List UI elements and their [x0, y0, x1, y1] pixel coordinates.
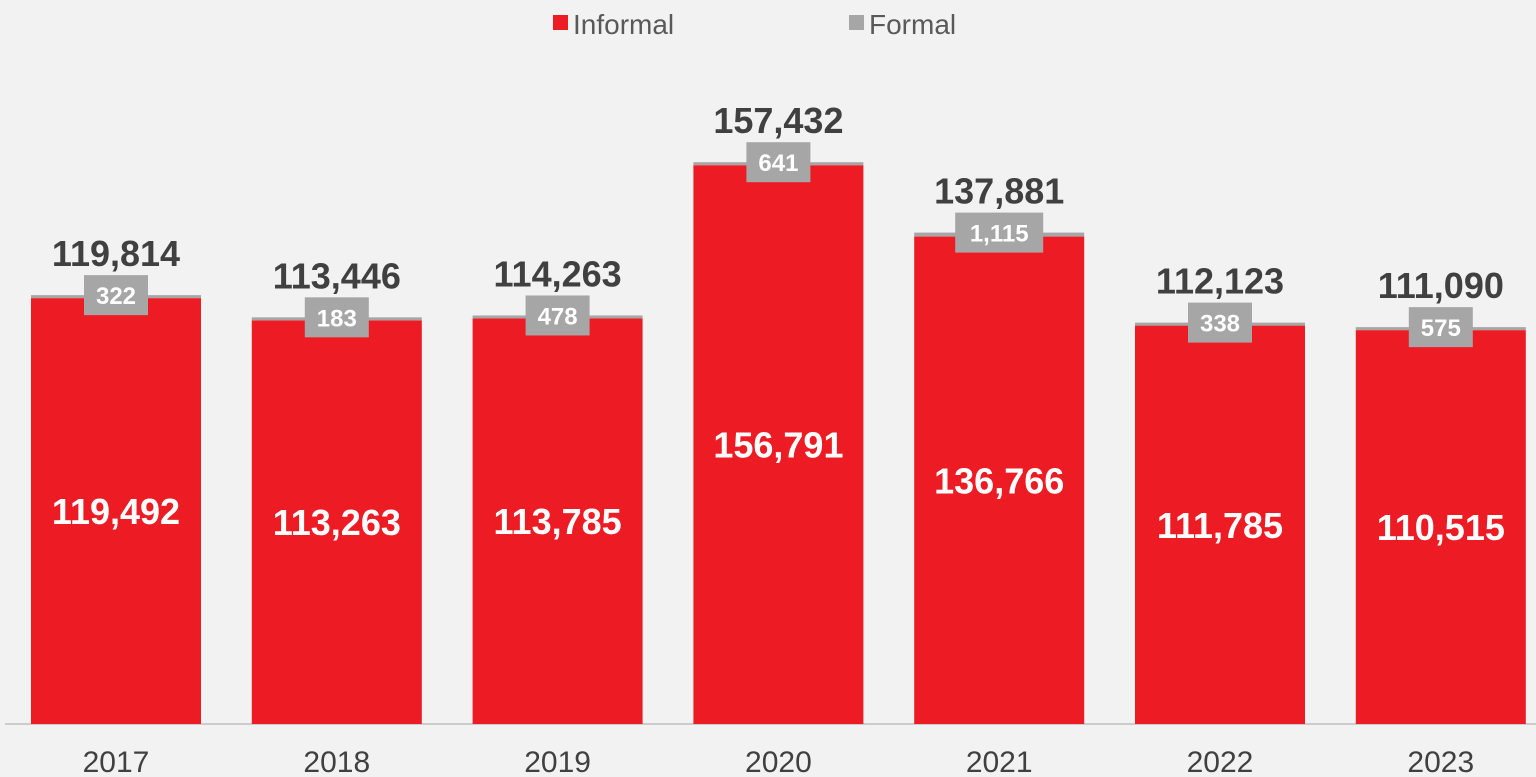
x-tick-2022: 2022: [1187, 746, 1254, 777]
bar-informal-2018: [251, 320, 422, 724]
x-tick-2021: 2021: [966, 746, 1033, 777]
label-box-formal-2017: [84, 275, 148, 316]
label-box-formal-2018: [304, 297, 369, 338]
label-formal-2017: 322: [96, 283, 136, 310]
legend: Informal Formal: [553, 9, 956, 40]
legend-swatch-formal: [849, 15, 864, 30]
bar-informal-2017: [31, 298, 201, 724]
label-box-formal-2019: [525, 295, 590, 336]
bar-informal-2019: [472, 318, 643, 724]
label-formal-2019: 478: [538, 303, 578, 330]
bar-informal-2022: [1135, 325, 1305, 724]
label-total-2022: 112,123: [1156, 261, 1284, 302]
legend-label-informal: Informal: [573, 9, 674, 40]
label-informal-2020: 156,791: [713, 425, 843, 466]
label-informal-2022: 111,785: [1157, 505, 1283, 546]
label-box-formal-2023: [1408, 307, 1473, 348]
label-informal-2021: 136,766: [934, 460, 1064, 501]
label-informal-2023: 110,515: [1377, 507, 1505, 548]
bar-informal-2023: [1355, 330, 1526, 724]
x-tick-2019: 2019: [524, 746, 591, 777]
label-box-formal-2020: [746, 142, 811, 183]
label-total-2020: 157,432: [713, 100, 843, 141]
label-informal-2019: 113,785: [494, 501, 622, 542]
label-formal-2021: 1,115: [970, 221, 1029, 248]
legend-label-formal: Formal: [869, 9, 956, 40]
label-formal-2018: 183: [317, 305, 357, 332]
label-total-2021: 137,881: [934, 171, 1064, 212]
x-tick-2020: 2020: [745, 746, 812, 777]
label-total-2019: 114,263: [494, 253, 622, 294]
label-formal-2020: 641: [758, 150, 798, 177]
legend-swatch-informal: [553, 15, 568, 30]
label-total-2018: 113,446: [273, 255, 401, 296]
label-box-formal-2021: [955, 212, 1044, 253]
label-formal-2022: 338: [1200, 311, 1240, 338]
x-tick-2018: 2018: [303, 746, 370, 777]
label-formal-2023: 575: [1421, 315, 1461, 342]
label-informal-2018: 113,263: [273, 502, 401, 543]
x-axis-ticks: 2017 2018 2019 2020 2021 2022 2023: [83, 746, 1475, 777]
label-total-2023: 111,090: [1378, 265, 1504, 306]
x-tick-2023: 2023: [1407, 746, 1474, 777]
x-tick-2017: 2017: [83, 746, 150, 777]
bars-group: 119,492 322 119,814 113,263 183 113,446 113,78…: [31, 100, 1526, 724]
bar-informal-2021: [914, 236, 1085, 724]
label-informal-2017: 119,492: [52, 491, 180, 532]
bar-informal-2020: [693, 165, 864, 724]
label-total-2017: 119,814: [52, 233, 180, 274]
label-box-formal-2022: [1188, 302, 1252, 343]
